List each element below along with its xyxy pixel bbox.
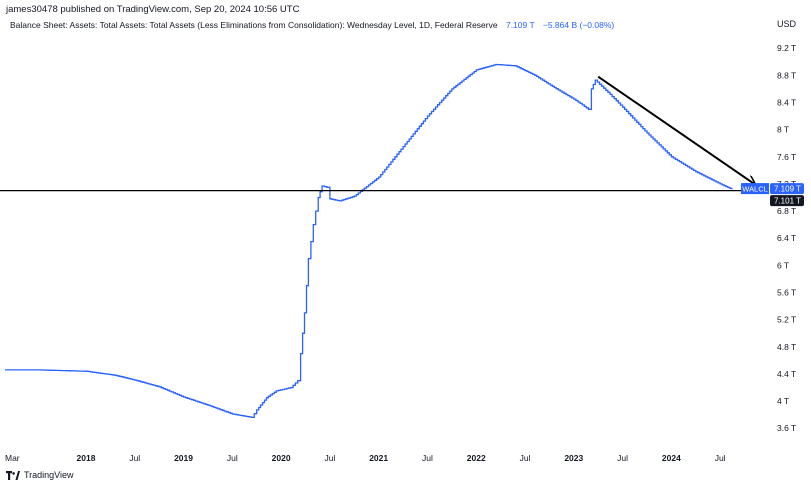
hline-value-tag-bg bbox=[770, 195, 804, 207]
legend-change: −5.864 B (−0.08%) bbox=[542, 20, 615, 30]
hline-value-tag-label: 7.101 T bbox=[774, 197, 801, 206]
x-tick-label: Jul bbox=[715, 453, 726, 463]
y-tick-label: 4 T bbox=[777, 396, 789, 406]
y-tick-label: 3.6 T bbox=[777, 423, 796, 433]
y-tick-label: 6.4 T bbox=[777, 233, 796, 243]
series-legend: Balance Sheet: Assets: Total Assets: Tot… bbox=[10, 20, 614, 30]
footer-brand: TradingView bbox=[24, 470, 74, 480]
legend-value: 7.109 T bbox=[505, 20, 535, 30]
x-tick-label: Jul bbox=[324, 453, 335, 463]
last-value-tag-bg bbox=[770, 183, 804, 195]
x-tick-label: Jul bbox=[227, 453, 238, 463]
symbol-tag-label: WALCL bbox=[742, 185, 768, 194]
x-tick-label: 2024 bbox=[662, 453, 681, 463]
x-tick-label: Jul bbox=[422, 453, 433, 463]
y-tick-label: 5.6 T bbox=[777, 288, 796, 298]
currency-label[interactable]: USD bbox=[777, 19, 797, 29]
publish-line: james30478 published on TradingView.com,… bbox=[6, 4, 300, 15]
x-tick-label: 2021 bbox=[369, 453, 388, 463]
y-tick-label: 6 T bbox=[777, 260, 789, 270]
y-tick-label: 9.2 T bbox=[777, 43, 796, 53]
symbol-tag-bg bbox=[741, 183, 769, 195]
footer: TradingView bbox=[6, 470, 74, 480]
y-tick-label: 8 T bbox=[777, 125, 789, 135]
y-tick-label: 8.4 T bbox=[777, 97, 796, 107]
y-tick-label: 7.6 T bbox=[777, 152, 796, 162]
annotation-arrow-0 bbox=[597, 75, 754, 184]
legend-title: Balance Sheet: Assets: Total Assets: Tot… bbox=[10, 20, 498, 30]
series-line-walcl bbox=[5, 63, 733, 419]
y-tick-label: 5.2 T bbox=[777, 315, 796, 325]
x-tick-label: 2020 bbox=[272, 453, 291, 463]
y-tick-label: 4.8 T bbox=[777, 342, 796, 352]
x-tick-label: Jul bbox=[617, 453, 628, 463]
x-tick-label: Mar bbox=[5, 453, 20, 463]
y-tick-label: 4.4 T bbox=[777, 369, 796, 379]
x-tick-label: 2019 bbox=[174, 453, 193, 463]
last-value-tag-label: 7.109 T bbox=[774, 185, 801, 194]
x-tick-label: 2018 bbox=[77, 453, 96, 463]
y-tick-label: 6.8 T bbox=[777, 206, 796, 216]
x-tick-label: Jul bbox=[520, 453, 531, 463]
tradingview-logo-icon bbox=[6, 470, 20, 480]
y-tick-label: 8.8 T bbox=[777, 70, 796, 80]
x-tick-label: 2022 bbox=[467, 453, 486, 463]
x-tick-label: 2023 bbox=[564, 453, 583, 463]
x-tick-label: Jul bbox=[129, 453, 140, 463]
